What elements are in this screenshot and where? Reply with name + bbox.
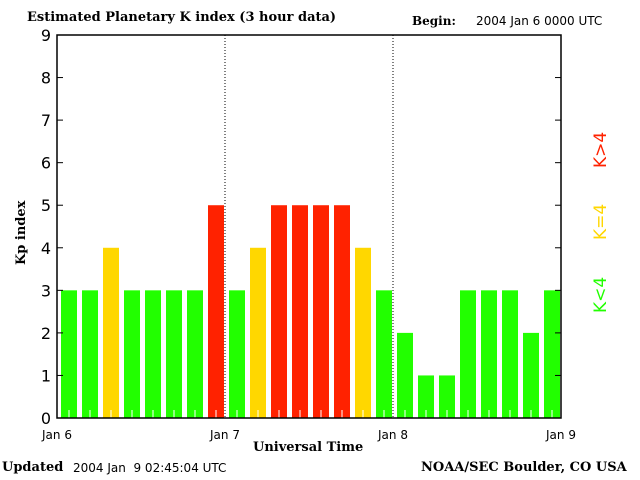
chart-title: Estimated Planetary K index (3 hour data… [27, 10, 337, 25]
bar [460, 290, 476, 418]
bar [145, 290, 161, 418]
y-tick-label: 4 [41, 239, 51, 258]
bar [82, 290, 98, 418]
y-tick-label: 7 [41, 111, 51, 130]
y-tick-label: 9 [41, 26, 51, 45]
bar [61, 290, 77, 418]
x-axis-label: Universal Time [253, 440, 364, 455]
legend-low: K<4 [591, 276, 611, 313]
legend-high: K>4 [591, 131, 611, 168]
bar [229, 290, 245, 418]
begin-label: Begin: [412, 14, 456, 28]
bar [439, 375, 455, 418]
bar [166, 290, 182, 418]
updated-label: Updated [2, 460, 64, 475]
bar [250, 247, 266, 418]
y-tick-label: 3 [41, 281, 51, 300]
bar [334, 205, 350, 418]
bar [502, 290, 518, 418]
bar [313, 205, 329, 418]
bar [523, 332, 539, 418]
bar [355, 247, 371, 418]
bar [544, 290, 560, 418]
y-tick-label: 2 [41, 324, 51, 343]
bar [271, 205, 287, 418]
bar [124, 290, 140, 418]
bar [292, 205, 308, 418]
y-tick-label: 5 [41, 196, 51, 215]
bar [103, 247, 119, 418]
begin-value: 2004 Jan 6 0000 UTC [476, 14, 603, 28]
updated-value: 2004 Jan 9 02:45:04 UTC [73, 461, 227, 475]
source-label: NOAA/SEC Boulder, CO USA [421, 460, 627, 475]
y-axis-label: Kp index [14, 200, 29, 265]
bar [481, 290, 497, 418]
bar [418, 375, 434, 418]
bar [397, 332, 413, 418]
x-tick-label: Jan 8 [377, 428, 408, 442]
bar [187, 290, 203, 418]
x-tick-label: Jan 9 [545, 428, 576, 442]
y-tick-label: 6 [41, 154, 51, 173]
x-tick-label: Jan 7 [209, 428, 240, 442]
plot-frame [56, 34, 562, 419]
y-tick-label: 1 [41, 366, 51, 385]
y-tick-label: 0 [41, 409, 51, 428]
legend-mid: K=4 [591, 203, 611, 240]
y-tick-label: 8 [41, 69, 51, 88]
x-tick-label: Jan 6 [41, 428, 72, 442]
bar [208, 205, 224, 418]
bar [376, 290, 392, 418]
